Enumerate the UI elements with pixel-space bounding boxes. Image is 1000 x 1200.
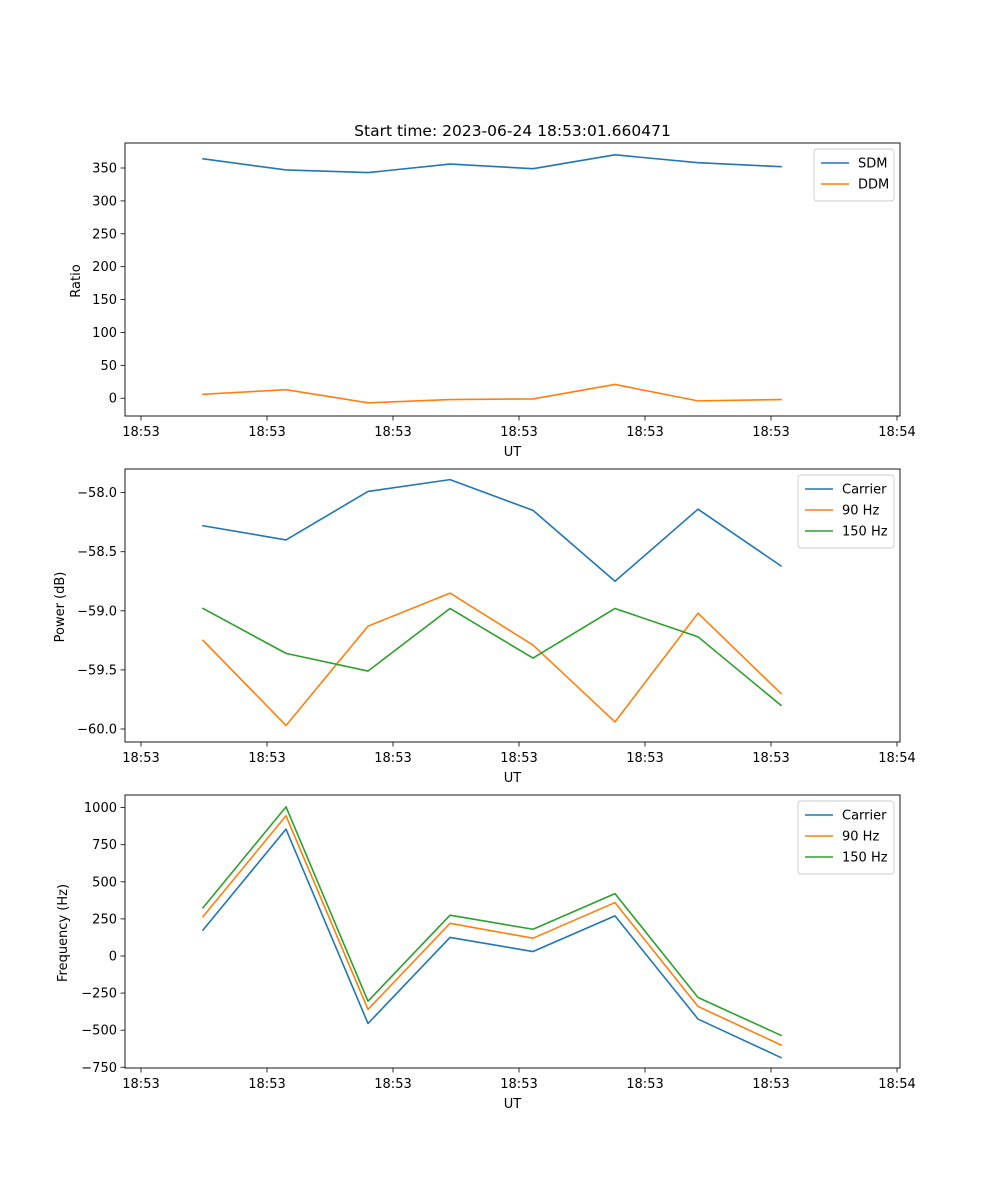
y-tick-label: 500 xyxy=(92,875,117,890)
x-axis-label: UT xyxy=(504,445,522,460)
y-tick-label: −59.5 xyxy=(77,663,117,678)
legend-label: 90 Hz xyxy=(842,504,879,519)
y-tick-label: 0 xyxy=(109,949,117,964)
y-tick-label: 350 xyxy=(92,161,117,176)
y-tick-label: −58.0 xyxy=(77,486,117,501)
y-tick-label: 750 xyxy=(92,838,117,853)
legend: Carrier 90 Hz 150 Hz xyxy=(797,474,895,549)
x-tick-label: 18:53 xyxy=(500,751,537,766)
panel-power: UT Power (dB) 18:53 18:53 18:53 18:53 18:53 1… xyxy=(53,468,916,786)
x-tick-label: 18:53 xyxy=(752,1077,789,1092)
legend-box xyxy=(797,800,895,875)
legend-label: DDM xyxy=(858,178,889,193)
y-tick-label: 200 xyxy=(92,260,117,275)
x-tick-label: 18:53 xyxy=(626,751,663,766)
legend-label: 150 Hz xyxy=(842,851,888,866)
x-tick-label: 18:53 xyxy=(374,751,411,766)
series-line-150-hz xyxy=(201,607,783,707)
legend-label: SDM xyxy=(858,157,887,172)
x-tick-label: 18:53 xyxy=(248,425,285,440)
plot-frame xyxy=(124,794,901,1069)
x-tick-label: 18:53 xyxy=(374,425,411,440)
y-tick-label: 150 xyxy=(92,293,117,308)
x-tick-label: 18:53 xyxy=(752,751,789,766)
y-axis-label: Ratio xyxy=(69,264,84,297)
plot-frame xyxy=(124,142,901,417)
y-tick-label: −59.0 xyxy=(77,604,117,619)
y-tick-label: −750 xyxy=(81,1061,117,1076)
legend-box xyxy=(797,474,895,549)
legend-box xyxy=(813,148,895,202)
y-tick-label: 250 xyxy=(92,912,117,927)
x-tick-label: 18:54 xyxy=(878,751,915,766)
x-axis-label: UT xyxy=(504,1097,522,1112)
y-tick-label: −60.0 xyxy=(77,723,117,738)
x-tick-label: 18:53 xyxy=(626,425,663,440)
x-tick-label: 18:53 xyxy=(626,1077,663,1092)
legend: Carrier 90 Hz 150 Hz xyxy=(797,800,895,875)
series-line-carrier xyxy=(201,828,783,1059)
series-line-90-hz xyxy=(201,814,783,1047)
legend-label: 90 Hz xyxy=(842,830,879,845)
x-tick-label: 18:53 xyxy=(500,425,537,440)
legend-label: Carrier xyxy=(842,483,887,498)
x-tick-label: 18:53 xyxy=(248,751,285,766)
y-axis-label: Frequency (Hz) xyxy=(56,884,71,982)
y-tick-label: −58.5 xyxy=(77,545,117,560)
y-tick-label: −250 xyxy=(81,987,117,1002)
x-tick-label: 18:54 xyxy=(878,1077,915,1092)
y-tick-label: 0 xyxy=(109,392,117,407)
y-tick-label: 1000 xyxy=(84,801,117,816)
x-tick-label: 18:53 xyxy=(500,1077,537,1092)
chart-title: Start time: 2023-06-24 18:53:01.660471 xyxy=(354,122,671,140)
plot-frame xyxy=(124,468,901,743)
x-tick-label: 18:53 xyxy=(122,1077,159,1092)
panel-frequency: UT Frequency (Hz) 18:53 18:53 18:53 18:53 18… xyxy=(56,794,916,1112)
y-axis-label: Power (dB) xyxy=(53,572,68,643)
y-tick-label: 100 xyxy=(92,326,117,341)
y-tick-label: 300 xyxy=(92,194,117,209)
x-tick-label: 18:53 xyxy=(374,1077,411,1092)
legend: SDM DDM xyxy=(813,148,895,202)
y-tick-label: 50 xyxy=(100,359,117,374)
series-line-ddm xyxy=(202,383,782,404)
x-tick-label: 18:53 xyxy=(122,751,159,766)
x-tick-label: 18:53 xyxy=(752,425,789,440)
y-tick-label: −500 xyxy=(81,1024,117,1039)
legend-label: 150 Hz xyxy=(842,525,888,540)
series-line-sdm xyxy=(202,154,782,174)
legend-label: Carrier xyxy=(842,809,887,824)
x-axis-label: UT xyxy=(504,771,522,786)
series-line-carrier xyxy=(202,478,783,583)
x-tick-label: 18:53 xyxy=(248,1077,285,1092)
series-line-150-hz xyxy=(201,806,783,1037)
x-tick-label: 18:54 xyxy=(878,425,915,440)
panel-ratio: Start time: 2023-06-24 18:53:01.660471 U… xyxy=(69,122,916,460)
x-tick-label: 18:53 xyxy=(122,425,159,440)
y-tick-label: 250 xyxy=(92,227,117,242)
